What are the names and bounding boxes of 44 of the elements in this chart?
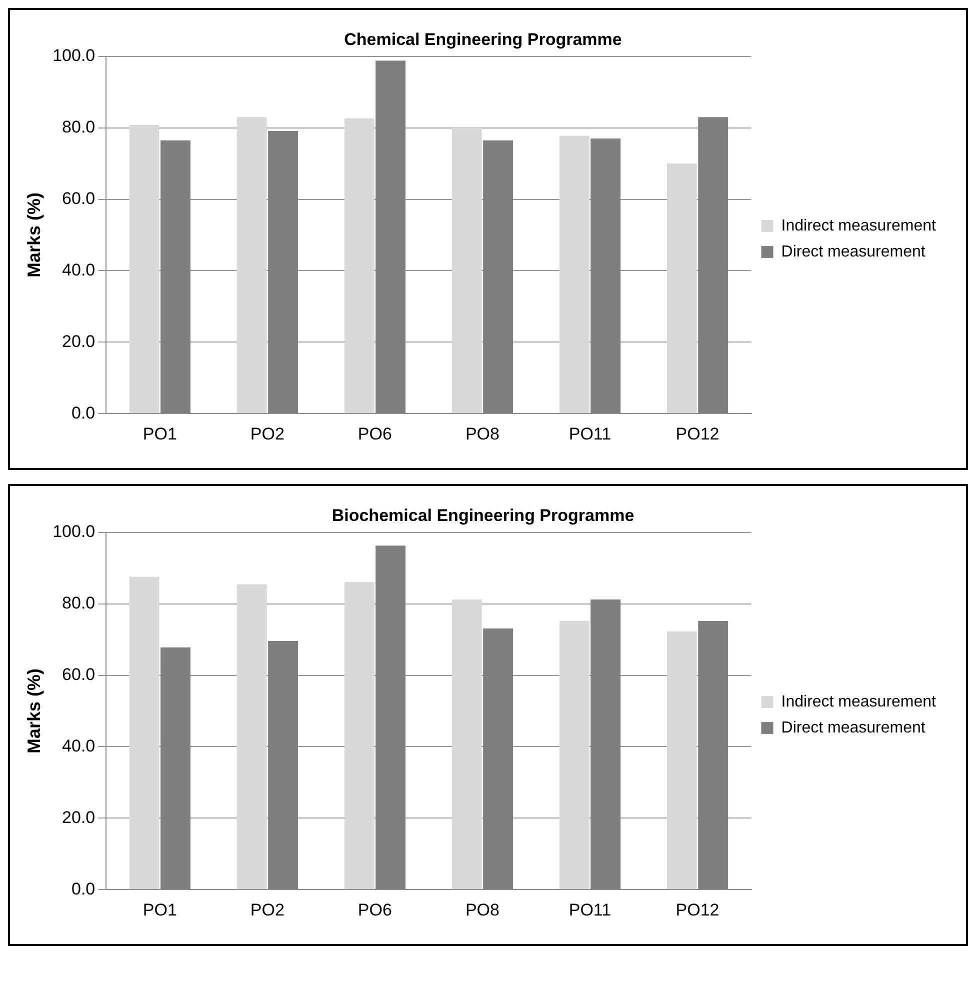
bar [344,582,374,890]
y-axis-title: Marks (%) [24,192,44,278]
y-axis-title: Marks (%) [24,668,44,754]
x-tick-label: PO6 [358,900,392,920]
legend-label: Indirect measurement [781,217,937,234]
chart-title: Biochemical Engineering Programme [332,506,634,525]
x-tick-label: PO2 [250,900,284,920]
bar [452,128,482,414]
bar [129,124,160,414]
y-tick-label: 100.0 [52,46,96,66]
legend-label: Direct measurement [781,243,926,260]
x-tick-label: PO1 [142,900,177,920]
bar [559,620,590,890]
x-tick-label: PO6 [358,424,392,444]
bar [452,600,482,890]
legend-label: Direct measurement [781,719,926,736]
legend-label: Indirect measurement [781,693,937,710]
y-tick-label: 80.0 [62,118,96,137]
y-tick-label: 0.0 [72,879,96,898]
x-tick-label: PO12 [676,900,720,920]
y-tick-label: 0.0 [72,403,96,422]
y-tick-label: 20.0 [62,808,96,827]
y-tick-label: 20.0 [62,332,96,351]
x-tick-label: PO8 [465,900,500,920]
x-tick-label: PO2 [250,424,284,444]
bar [129,576,160,890]
bar [344,118,374,414]
y-tick-label: 100.0 [52,522,96,542]
y-tick-label: 60.0 [62,664,96,684]
x-tick-label: PO12 [676,424,720,444]
bar [559,136,590,414]
y-tick-label: 80.0 [62,594,96,613]
bar [666,164,697,414]
x-tick-label: PO1 [142,424,177,444]
y-tick-label: 60.0 [62,188,96,208]
chart-title: Chemical Engineering Programme [344,30,622,49]
y-tick-label: 40.0 [62,736,96,756]
y-tick-label: 40.0 [62,260,96,280]
x-tick-label: PO11 [568,424,612,444]
bar [236,584,267,890]
bar [236,117,267,414]
x-tick-label: PO8 [465,424,500,444]
bar [666,631,697,890]
x-tick-label: PO11 [568,900,612,920]
